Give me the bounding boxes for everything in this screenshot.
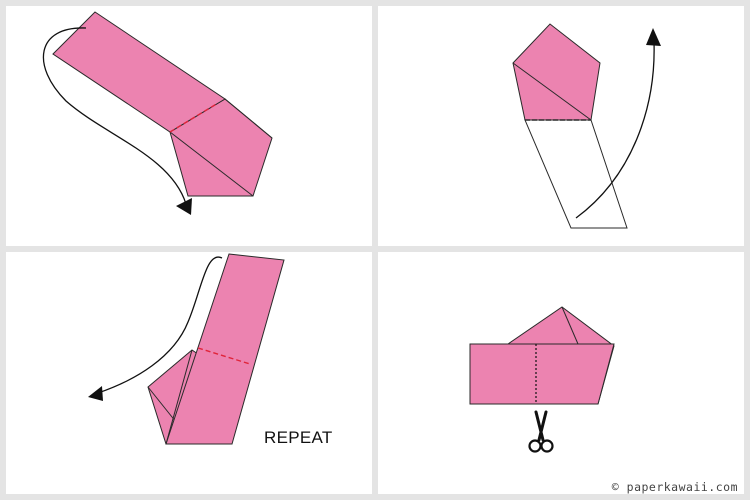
paper-strip <box>165 253 285 445</box>
arrow-head-icon <box>646 28 661 46</box>
paper-strip <box>469 343 615 405</box>
step-4-panel <box>378 252 744 494</box>
crease-line-red <box>169 102 219 133</box>
step-3-diagram <box>88 253 285 445</box>
arrow-head-icon <box>88 386 103 401</box>
fold-arrow <box>97 256 223 394</box>
fold-line <box>165 349 193 445</box>
scissors-icon <box>528 410 554 453</box>
fold-line <box>224 98 273 139</box>
crease-line-red <box>197 347 251 365</box>
fold-arrow <box>575 41 655 219</box>
repeat-label: REPEAT <box>264 428 333 447</box>
arrow-head-icon <box>176 198 192 215</box>
fold-line <box>169 131 254 197</box>
step-1-panel <box>6 6 372 246</box>
fold-line <box>561 306 579 345</box>
strip-outline <box>524 119 628 229</box>
step-2-diagram <box>512 23 661 229</box>
step-4-diagram <box>469 306 615 453</box>
pentagon-paper <box>512 23 601 121</box>
copyright-credit: © paperkawaii.com <box>611 480 738 494</box>
fold-arrow <box>42 27 187 205</box>
step-1-diagram <box>42 11 273 215</box>
fold-line <box>512 62 592 121</box>
step-3-panel: REPEAT <box>6 252 372 494</box>
step-2-panel <box>378 6 744 246</box>
